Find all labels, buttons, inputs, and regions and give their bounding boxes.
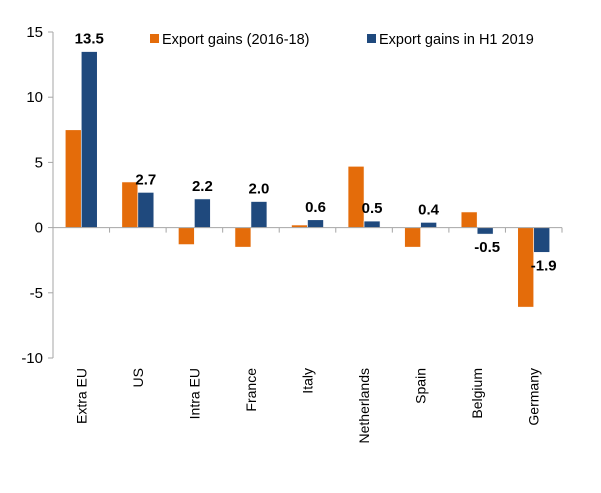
bar-export-gains-h1-2019 bbox=[194, 198, 211, 228]
x-tick-label: Spain bbox=[413, 368, 429, 404]
bar-export-gains-2016-18 bbox=[234, 227, 252, 248]
legend: Export gains (2016-18) Export gains in H1… bbox=[150, 32, 534, 48]
x-tick-label: Intra EU bbox=[186, 368, 202, 419]
x-tick-label: US bbox=[130, 368, 146, 387]
x-tick-label: Belgium bbox=[469, 368, 485, 419]
data-label: -1.9 bbox=[531, 257, 557, 274]
bar-export-gains-h1-2019 bbox=[420, 222, 437, 228]
bar-export-gains-2016-18 bbox=[64, 129, 82, 228]
x-axis: Extra EU US Intra EU France Italy Netherlands… bbox=[53, 227, 563, 444]
legend-label: Export gains in H1 2019 bbox=[379, 32, 534, 48]
y-tick-label: -10 bbox=[21, 350, 43, 367]
bar-export-gains-2016-18 bbox=[404, 227, 421, 248]
bar-export-gains-2016-18 bbox=[178, 227, 195, 245]
data-label: 0.5 bbox=[362, 200, 383, 217]
bars bbox=[64, 51, 551, 308]
data-label: 0.4 bbox=[418, 201, 440, 218]
bar-export-gains-h1-2019 bbox=[80, 51, 98, 228]
data-label: 2.2 bbox=[192, 178, 213, 195]
legend-swatch bbox=[150, 34, 159, 43]
x-tick-label: Germany bbox=[526, 368, 542, 426]
bar-export-gains-h1-2019 bbox=[250, 201, 268, 228]
y-axis: 15 10 5 0 -5 -10 bbox=[21, 24, 54, 367]
bar-export-gains-h1-2019 bbox=[137, 192, 155, 228]
x-tick-label: Italy bbox=[300, 368, 316, 394]
bar-export-gains-h1-2019 bbox=[363, 220, 381, 228]
bar-export-gains-2016-18 bbox=[460, 211, 478, 228]
bar-export-gains-h1-2019 bbox=[476, 227, 494, 235]
x-tick-label: Extra EU bbox=[73, 368, 89, 424]
y-tick-label: 5 bbox=[35, 154, 43, 171]
legend-label: Export gains (2016-18) bbox=[162, 32, 310, 48]
y-tick-label: 0 bbox=[35, 220, 43, 237]
data-label: 0.6 bbox=[305, 199, 326, 216]
bar-export-gains-h1-2019 bbox=[307, 219, 324, 228]
bar-export-gains-h1-2019 bbox=[533, 227, 551, 253]
y-tick-label: 10 bbox=[26, 89, 43, 106]
legend-swatch bbox=[367, 34, 376, 43]
data-label: 2.0 bbox=[249, 181, 270, 198]
data-labels: 13.5 2.7 2.2 2.0 0.6 0.5 0.4 -0.5 -1.9 bbox=[75, 31, 557, 275]
y-tick-label: 15 bbox=[26, 24, 43, 41]
y-tick-label: -5 bbox=[30, 285, 43, 302]
data-label: 2.7 bbox=[135, 171, 156, 188]
data-label: -0.5 bbox=[474, 239, 500, 256]
x-tick-label: Netherlands bbox=[356, 368, 372, 444]
data-label: 13.5 bbox=[75, 31, 104, 48]
x-tick-label: France bbox=[243, 368, 259, 412]
bar-export-gains-2016-18 bbox=[347, 166, 365, 228]
bar-export-gains-2016-18 bbox=[121, 181, 139, 228]
